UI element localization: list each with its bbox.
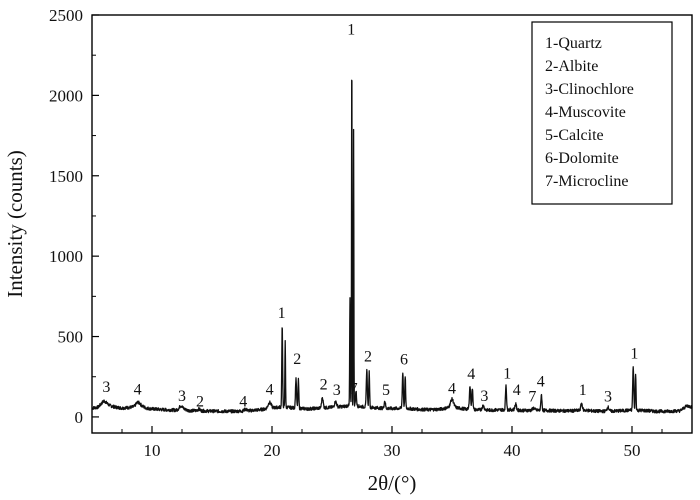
xrd-pattern-line (91, 79, 693, 414)
legend-entry: 2-Albite (545, 58, 598, 75)
peak-label: 4 (239, 393, 247, 410)
y-tick-label: 2500 (49, 6, 83, 25)
legend-entry: 4-Muscovite (545, 104, 626, 121)
peak-label: 7 (350, 381, 358, 398)
peak-label: 4 (467, 366, 475, 383)
peak-label: 4 (448, 381, 456, 398)
y-tick-label: 1500 (49, 167, 83, 186)
peak-label: 1 (503, 365, 511, 382)
legend-box (531, 21, 673, 205)
x-tick-label: 30 (384, 441, 401, 460)
peak-label: 2 (364, 348, 372, 365)
legend-entry: 3-Clinochlore (545, 81, 634, 98)
peak-label: 5 (382, 382, 390, 399)
plot-frame (91, 14, 693, 434)
y-tick-label: 2000 (49, 86, 83, 105)
peak-label: 2 (320, 377, 328, 394)
peak-label: 3 (178, 388, 186, 405)
peak-label: 2 (196, 393, 204, 410)
legend-entry: 7-Microcline (545, 173, 629, 190)
x-tick-label: 50 (624, 441, 641, 460)
peak-label: 3 (604, 389, 612, 406)
peak-label: 6 (400, 352, 408, 369)
peak-label: 1 (278, 305, 286, 322)
x-axis-label: 2θ/(°) (368, 471, 417, 495)
peak-label: 1 (630, 345, 638, 362)
y-tick-label: 1000 (49, 247, 83, 266)
peak-label: 1 (347, 21, 355, 38)
x-tick-label: 20 (264, 441, 281, 460)
y-tick-label: 500 (58, 328, 84, 347)
series-layer (91, 79, 693, 414)
peak-label: 1 (579, 382, 587, 399)
peak-label: 2 (293, 351, 301, 368)
peak-label: 3 (333, 382, 341, 399)
peak-label: 4 (513, 382, 521, 399)
legend-entry: 1-Quartz (545, 35, 602, 52)
legend: 1-Quartz 2-Albite 3-Clinochlore 4-Muscovite… (531, 21, 673, 205)
peak-label: 4 (537, 373, 545, 390)
y-axis-label: Intensity (counts) (3, 150, 27, 298)
legend-entry: 6-Dolomite (545, 150, 619, 167)
y-tick-label: 0 (75, 408, 84, 427)
peak-label: 4 (266, 381, 274, 398)
peak-label: 3 (480, 388, 488, 405)
peak-label: 4 (134, 381, 142, 398)
x-tick-label: 10 (144, 441, 161, 460)
legend-entry: 5-Calcite (545, 127, 604, 144)
peak-label: 7 (528, 389, 536, 406)
x-tick-label: 40 (504, 441, 521, 460)
peak-label: 3 (102, 379, 110, 396)
